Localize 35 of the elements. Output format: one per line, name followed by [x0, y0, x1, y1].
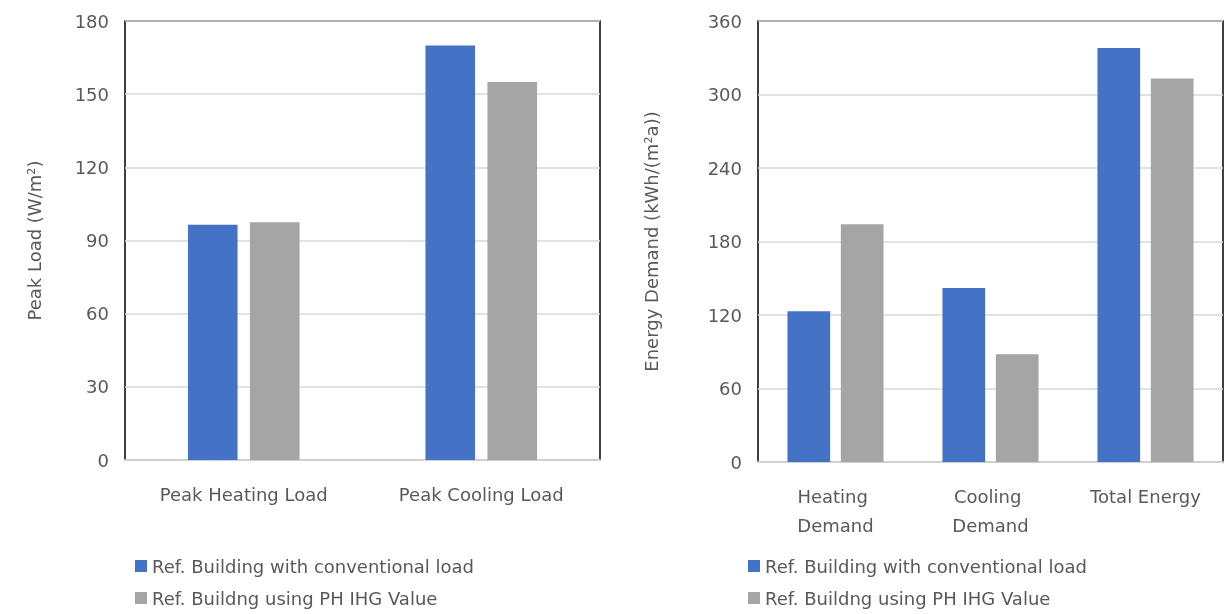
- x-tick-label: Peak Cooling Load: [398, 484, 564, 505]
- y-tick-label: 0: [730, 451, 742, 473]
- bar: [787, 311, 831, 462]
- y-axis-title: Peak Load (W/m²): [23, 160, 45, 321]
- bar: [249, 222, 300, 460]
- y-tick-label: 150: [74, 83, 109, 105]
- bar: [425, 45, 476, 460]
- legend-label: Ref. Buildng using PH IHG Value: [152, 587, 438, 609]
- legend-label: Ref. Buildng using PH IHG Value: [765, 587, 1051, 609]
- bar: [995, 354, 1039, 462]
- x-tick-label: Total Energy: [1089, 486, 1202, 507]
- y-tick-label: 60: [86, 303, 109, 325]
- y-tick-label: 240: [707, 157, 742, 179]
- y-tick-label: 90: [86, 230, 109, 251]
- x-tick-label: Heating Demand: [797, 486, 874, 536]
- x-tick-label: Peak Heating Load: [159, 484, 328, 505]
- y-tick-label: 180: [74, 10, 109, 32]
- y-tick-label: 300: [707, 84, 742, 105]
- y-tick-label: 360: [707, 10, 742, 32]
- y-tick-label: 180: [707, 231, 742, 252]
- y-axis-title: Energy Demand (kWh/(m²a)): [640, 111, 662, 372]
- y-tick-label: 60: [719, 378, 742, 399]
- bar: [942, 288, 986, 462]
- legend-label: Ref. Building with conventional load: [152, 555, 475, 577]
- bar: [187, 224, 238, 460]
- y-tick-label: 120: [74, 156, 109, 178]
- y-tick-label: 30: [86, 376, 109, 398]
- legend-label: Ref. Building with conventional load: [765, 555, 1088, 577]
- x-tick-label: Cooling Demand: [952, 486, 1029, 536]
- bar: [1097, 47, 1141, 462]
- bar: [1150, 78, 1194, 462]
- bar: [487, 81, 538, 460]
- bar: [840, 224, 884, 462]
- y-tick-label: 120: [707, 304, 742, 326]
- y-tick-label: 0: [97, 449, 109, 471]
